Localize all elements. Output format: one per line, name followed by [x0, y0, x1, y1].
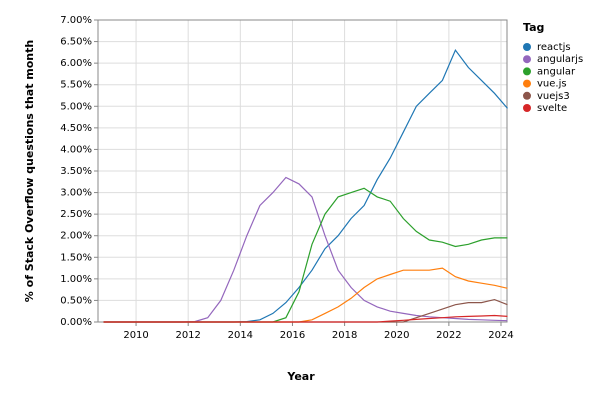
y-tick-label: 1.50%	[60, 252, 92, 263]
y-tick-label: 2.50%	[60, 209, 92, 220]
legend-label: angular	[537, 66, 576, 77]
y-tick-label: 6.00%	[60, 58, 92, 69]
legend-swatch	[523, 79, 531, 88]
legend-swatch	[523, 104, 531, 112]
series-line	[103, 298, 508, 323]
legend-title: Tag	[523, 21, 544, 34]
legend-label: vuejs3	[537, 91, 570, 102]
legend-swatch	[523, 43, 531, 51]
series-line	[103, 267, 508, 323]
x-axis-title: Year	[286, 370, 315, 383]
y-tick-label: 5.50%	[60, 80, 92, 91]
series-line	[103, 314, 508, 323]
y-tick-label: 4.50%	[60, 123, 92, 134]
legend-label: reactjs	[537, 42, 571, 53]
y-tick-label: 0.50%	[60, 295, 92, 306]
legend-label: angularjs	[537, 54, 583, 65]
series-line	[103, 49, 508, 323]
y-tick-label: 7.00%	[60, 15, 92, 26]
legend-label: vue.js	[537, 79, 567, 90]
legend-swatch	[523, 55, 531, 64]
x-tick-label: 2018	[332, 330, 357, 341]
x-tick-label: 2014	[228, 330, 253, 341]
x-tick-label: 2022	[436, 330, 461, 341]
legend-label: svelte	[537, 103, 567, 114]
x-tick-label: 2010	[123, 330, 148, 341]
series-line	[103, 187, 508, 323]
y-tick-label: 1.00%	[60, 274, 92, 285]
x-tick-label: 2024	[488, 330, 513, 341]
y-tick-label: 2.00%	[60, 231, 92, 242]
y-axis-title: % of Stack Overflow questions that month	[23, 40, 36, 302]
legend-swatch	[523, 91, 531, 100]
y-tick-label: 4.00%	[60, 144, 92, 155]
y-tick-label: 3.00%	[60, 188, 92, 199]
legend-swatch	[523, 67, 531, 76]
x-tick-label: 2020	[384, 330, 409, 341]
x-tick-label: 2012	[175, 330, 200, 341]
y-tick-label: 5.00%	[60, 101, 92, 112]
y-tick-label: 6.50%	[60, 37, 92, 48]
x-tick-label: 2016	[280, 330, 305, 341]
y-tick-label: 0.00%	[60, 317, 92, 328]
y-tick-label: 3.50%	[60, 166, 92, 177]
